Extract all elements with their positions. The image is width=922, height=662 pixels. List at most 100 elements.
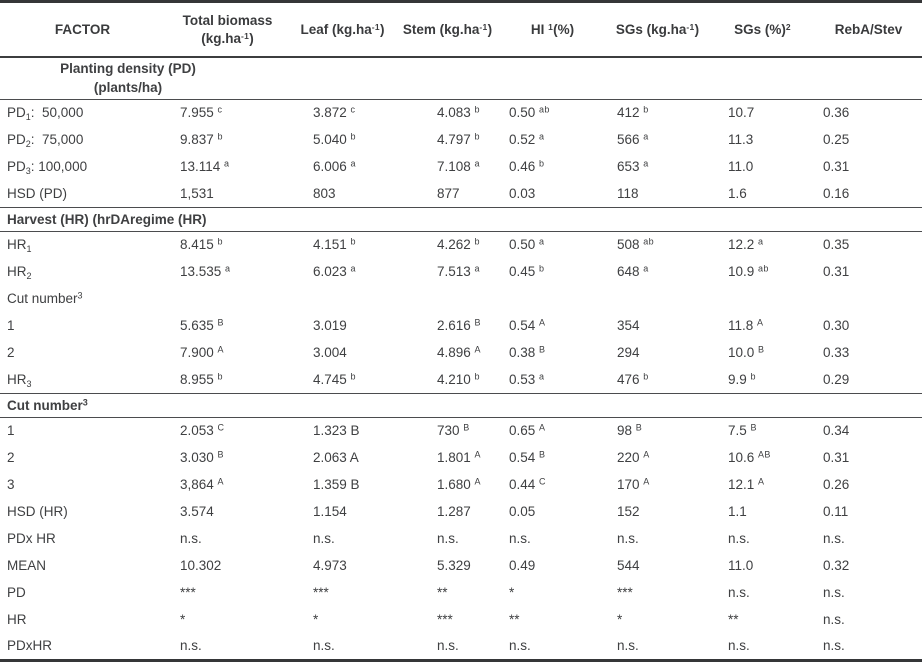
table-cell: 10.0 B <box>728 344 765 361</box>
table-cell: 152 <box>617 504 640 520</box>
table-row: PD1: 50,000 7.955 c 3.872 c 4.083 b 0.50 ab 4… <box>0 99 922 126</box>
table-cell: 1.6 <box>728 185 747 201</box>
table-cell: ** <box>728 612 739 628</box>
table-cell: 0.65 A <box>509 422 546 439</box>
table-cell: *** <box>617 585 633 601</box>
table-cell: 13.535 a <box>180 263 231 280</box>
table-cell: n.s. <box>823 585 845 601</box>
row-label: MEAN <box>7 558 47 574</box>
table-cell: 0.25 <box>823 132 850 148</box>
table-row: 2 7.900 A 3.004 4.896 A 0.38 B 294 10.0 B 0.33 <box>0 339 922 366</box>
table-cell: * <box>509 585 515 601</box>
table-cell: 0.05 <box>509 504 536 520</box>
table-cell: 0.31 <box>823 264 850 280</box>
table-cell: 0.31 <box>823 159 850 175</box>
table-cell: 4.745 b <box>313 371 356 387</box>
table-cell: 3.872 c <box>313 104 356 121</box>
column-header: Stem (kg.ha-1) <box>402 21 493 37</box>
table-cell: 8.955 b <box>180 371 223 387</box>
table-cell: ** <box>437 585 448 601</box>
table-cell: 0.33 <box>823 345 850 361</box>
table-cell: 0.53 a <box>509 371 545 387</box>
table-cell: 3.004 <box>313 345 347 361</box>
table-cell: 11.0 <box>728 159 754 175</box>
table-cell: 10.9 ab <box>728 263 769 280</box>
table-cell: 7.955 c <box>180 104 223 121</box>
table-cell: 803 <box>313 185 336 201</box>
table-row: 1 5.635 B 3.019 2.616 B 0.54 A 354 11.8 A 0.30 <box>0 312 922 339</box>
table-cell: 566 a <box>617 131 649 148</box>
table-cell: 0.46 b <box>509 158 545 175</box>
row-label: 2 <box>7 450 15 466</box>
table-cell: 8.415 b <box>180 236 223 253</box>
table-row: HR1 8.415 b 4.151 b 4.262 b 0.50 a 508 ab 12.2… <box>0 231 922 258</box>
row-label: PD <box>7 585 26 601</box>
table-cell: 3,864 A <box>180 476 224 493</box>
table-row: PD *** *** ** * *** n.s. n.s. <box>0 579 922 606</box>
table-cell: n.s. <box>313 531 335 547</box>
table-cell: 6.023 a <box>313 263 356 280</box>
table-cell: n.s. <box>180 638 202 654</box>
table-cell: 0.30 <box>823 318 850 334</box>
table-cell: 4.896 A <box>437 344 481 361</box>
table-cell: 1,531 <box>180 185 214 201</box>
table-cell: n.s. <box>617 638 639 654</box>
table-cell: 0.29 <box>823 371 850 387</box>
table-cell: 0.35 <box>823 237 850 253</box>
table-cell: 877 <box>437 185 460 201</box>
table-cell: n.s. <box>509 638 531 654</box>
section-row: Cut number3 <box>0 393 922 418</box>
table-cell: 10.7 <box>728 105 755 121</box>
table-cell: 3.574 <box>180 504 214 520</box>
table-cell: 1.323 B <box>313 423 360 439</box>
table-cell: 0.54 B <box>509 449 546 466</box>
table-cell: 730 B <box>437 422 470 439</box>
table-cell: 1.287 <box>437 504 471 520</box>
table-row: 1 2.053 C 1.323 B 730 B 0.65 A 98 B 7.5 B 0.34 <box>0 417 922 444</box>
table-row: HSD (HR) 3.574 1.154 1.287 0.05 152 1.1 0.11 <box>0 498 922 525</box>
table-cell: 12.2 a <box>728 236 764 253</box>
row-label: PDx HR <box>7 531 56 547</box>
table-row: PD2: 75,000 9.837 b 5.040 b 4.797 b 0.52 a 56… <box>0 126 922 153</box>
table-cell: n.s. <box>823 638 845 654</box>
table-cell: 9.9 b <box>728 371 756 387</box>
section-label: Cut number3 <box>7 290 83 307</box>
table-cell: 0.38 B <box>509 344 546 361</box>
table-row: PDxHR n.s. n.s. n.s. n.s. n.s. n.s. n.s. <box>0 633 922 660</box>
table-cell: 9.837 b <box>180 131 223 148</box>
table-cell: n.s. <box>823 531 845 547</box>
table-body: Planting density (PD) (plants/ha) PD1: 50,… <box>0 57 922 660</box>
table-row: HSD (PD) 1,531 803 877 0.03 118 1.6 0.16 <box>0 180 922 208</box>
table-cell: 7.513 a <box>437 263 480 280</box>
column-header: HI 1(%) <box>530 21 575 37</box>
header-row: FACTOR Total biomass (kg.ha-1) Leaf (kg.ha-… <box>0 2 922 58</box>
table-cell: ** <box>509 612 520 628</box>
table-cell: 0.54 A <box>509 317 546 334</box>
column-header: FACTOR <box>54 21 111 37</box>
table-cell: 11.3 <box>728 132 754 148</box>
table-cell: 0.36 <box>823 105 850 121</box>
table-cell: 7.5 B <box>728 422 757 439</box>
row-label: HSD (PD) <box>7 185 67 201</box>
table-cell: *** <box>313 585 329 601</box>
table-cell: 354 <box>617 318 640 334</box>
column-header: Leaf (kg.ha-1) <box>300 21 385 37</box>
table-cell: n.s. <box>728 585 750 601</box>
table-cell: 4.973 <box>313 558 347 574</box>
table-cell: 0.16 <box>823 185 850 201</box>
column-header: SGs (kg.ha-1) <box>615 21 700 37</box>
row-label: HSD (HR) <box>7 504 68 520</box>
section-row: Harvest (HR) (hrDAregime (HR) <box>0 207 922 232</box>
table-cell: 4.262 b <box>437 236 480 253</box>
table-cell: 412 b <box>617 104 649 121</box>
column-header: RebA/Stev <box>834 21 903 37</box>
section-label: Cut number3 <box>7 397 89 413</box>
row-label: PD1: 50,000 <box>7 105 84 123</box>
table-cell: 11.0 <box>728 558 754 574</box>
table-cell: 0.44 C <box>509 476 546 493</box>
row-label: 1 <box>7 318 15 334</box>
table-cell: n.s. <box>509 531 531 547</box>
table-row: HR2 13.535 a 6.023 a 7.513 a 0.45 b 648 a 10.9… <box>0 258 922 285</box>
